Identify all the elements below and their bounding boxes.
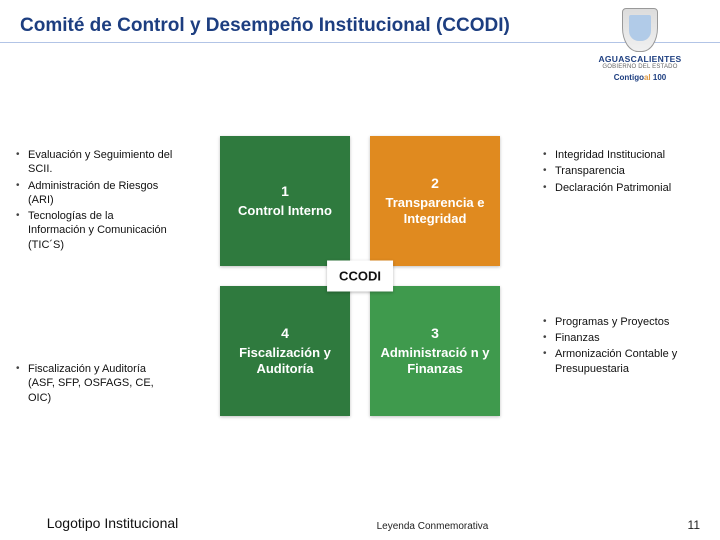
bullet-icon: •: [16, 362, 28, 375]
right-column: •Integridad Institucional •Transparencia…: [535, 140, 720, 378]
bullet-icon: •: [543, 164, 555, 177]
logo-line1: AGUASCALIENTES: [580, 54, 700, 64]
list-item: •Fiscalización y Auditoría (ASF, SFP, OS…: [16, 362, 173, 405]
page-number: 11: [660, 518, 700, 532]
bullet-icon: •: [543, 315, 555, 328]
right-list-2: •Programas y Proyectos •Finanzas •Armoni…: [543, 315, 706, 376]
quad-2: 2 Transparencia e Integridad: [370, 136, 500, 266]
right-list-1: •Integridad Institucional •Transparencia…: [543, 148, 706, 195]
footer-logo-placeholder: Logotipo Institucional: [20, 515, 205, 532]
quad-4: 4 Fiscalización y Auditoría: [220, 286, 350, 416]
bullet-icon: •: [543, 347, 555, 360]
logo-tagline: Contigoal 100: [580, 73, 700, 82]
list-item: •Armonización Contable y Presupuestaria: [543, 347, 706, 376]
state-logo: AGUASCALIENTES GOBIERNO DEL ESTADO Conti…: [580, 8, 700, 82]
footer: Logotipo Institucional Leyenda Conmemora…: [0, 515, 720, 532]
list-item: •Finanzas: [543, 331, 706, 345]
bullet-icon: •: [543, 181, 555, 194]
left-column: •Evaluación y Seguimiento del SCII. •Adm…: [0, 140, 185, 407]
content: •Evaluación y Seguimiento del SCII. •Adm…: [0, 140, 720, 494]
bullet-icon: •: [543, 148, 555, 161]
list-item: •Transparencia: [543, 164, 706, 178]
left-list-2: •Fiscalización y Auditoría (ASF, SFP, OS…: [16, 362, 173, 405]
list-item: •Declaración Patrimonial: [543, 181, 706, 195]
ccodi-grid: 1 Control Interno 2 Transparencia e Inte…: [220, 136, 500, 416]
bullet-icon: •: [16, 209, 28, 222]
bullet-icon: •: [16, 148, 28, 161]
list-item: •Evaluación y Seguimiento del SCII.: [16, 148, 173, 177]
center-diagram: 1 Control Interno 2 Transparencia e Inte…: [185, 140, 535, 416]
quad-1: 1 Control Interno: [220, 136, 350, 266]
list-item: •Programas y Proyectos: [543, 315, 706, 329]
shield-icon: [622, 8, 658, 52]
left-list-1: •Evaluación y Seguimiento del SCII. •Adm…: [16, 148, 173, 252]
footer-legend: Leyenda Conmemorativa: [205, 521, 660, 532]
quad-3: 3 Administració n y Finanzas: [370, 286, 500, 416]
bullet-icon: •: [543, 331, 555, 344]
bullet-icon: •: [16, 179, 28, 192]
logo-line2: GOBIERNO DEL ESTADO: [580, 64, 700, 70]
ccodi-center-label: CCODI: [327, 261, 393, 292]
list-item: •Administración de Riesgos (ARI): [16, 179, 173, 208]
list-item: •Tecnologías de la Información y Comunic…: [16, 209, 173, 252]
list-item: •Integridad Institucional: [543, 148, 706, 162]
